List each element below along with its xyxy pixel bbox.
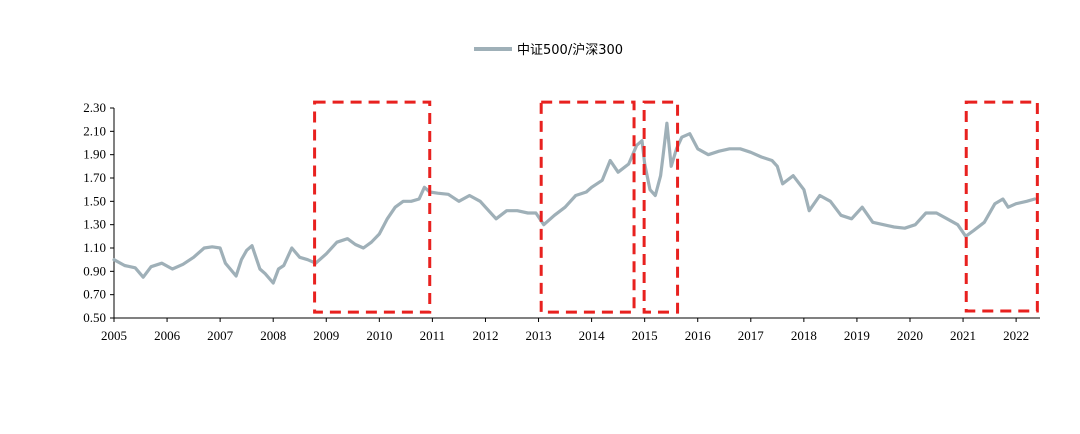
highlight-box bbox=[642, 100, 680, 314]
y-tick-label: 0.90 bbox=[83, 263, 106, 278]
y-tick-label: 1.50 bbox=[83, 193, 106, 208]
x-tick-label: 2016 bbox=[685, 328, 712, 343]
x-tick-label: 2017 bbox=[738, 328, 765, 343]
legend: 中证500/沪深300 bbox=[474, 42, 623, 58]
x-tick-label: 2014 bbox=[579, 328, 606, 343]
series-line bbox=[112, 121, 1037, 285]
x-tick-label: 2021 bbox=[950, 328, 976, 343]
y-tick-label: 2.10 bbox=[83, 123, 106, 138]
x-tick-label: 2018 bbox=[791, 328, 817, 343]
x-tick-label: 2020 bbox=[897, 328, 923, 343]
x-tick-label: 2012 bbox=[472, 328, 498, 343]
x-tick-label: 2015 bbox=[632, 328, 658, 343]
highlight-box bbox=[539, 100, 636, 314]
y-tick-label: 1.90 bbox=[83, 147, 106, 162]
x-tick-label: 2008 bbox=[260, 328, 286, 343]
y-tick-label: 1.70 bbox=[83, 170, 106, 185]
x-tick-label: 2013 bbox=[526, 328, 552, 343]
legend-label: 中证500/沪深300 bbox=[517, 42, 623, 58]
x-tick-label: 2009 bbox=[313, 328, 339, 343]
x-tick-label: 2007 bbox=[207, 328, 234, 343]
x-tick-label: 2019 bbox=[844, 328, 870, 343]
y-tick-label: 1.10 bbox=[83, 240, 106, 255]
y-tick-label: 0.50 bbox=[83, 310, 106, 325]
x-tick-label: 2022 bbox=[1003, 328, 1029, 343]
x-tick-label: 2011 bbox=[420, 328, 446, 343]
y-tick-label: 0.70 bbox=[83, 287, 106, 302]
x-tick-label: 2006 bbox=[154, 328, 181, 343]
highlight-box bbox=[964, 100, 1039, 313]
x-tick-label: 2010 bbox=[366, 328, 392, 343]
y-tick-label: 1.30 bbox=[83, 217, 106, 232]
highlight-box bbox=[313, 100, 432, 314]
plot-area: 0.50 0.70 0.90 1.10 1.30 1.50 1.70 1.90 2.10 2.30… bbox=[83, 100, 1040, 343]
y-tick-label: 2.30 bbox=[83, 100, 106, 115]
x-tick-label: 2005 bbox=[101, 328, 127, 343]
